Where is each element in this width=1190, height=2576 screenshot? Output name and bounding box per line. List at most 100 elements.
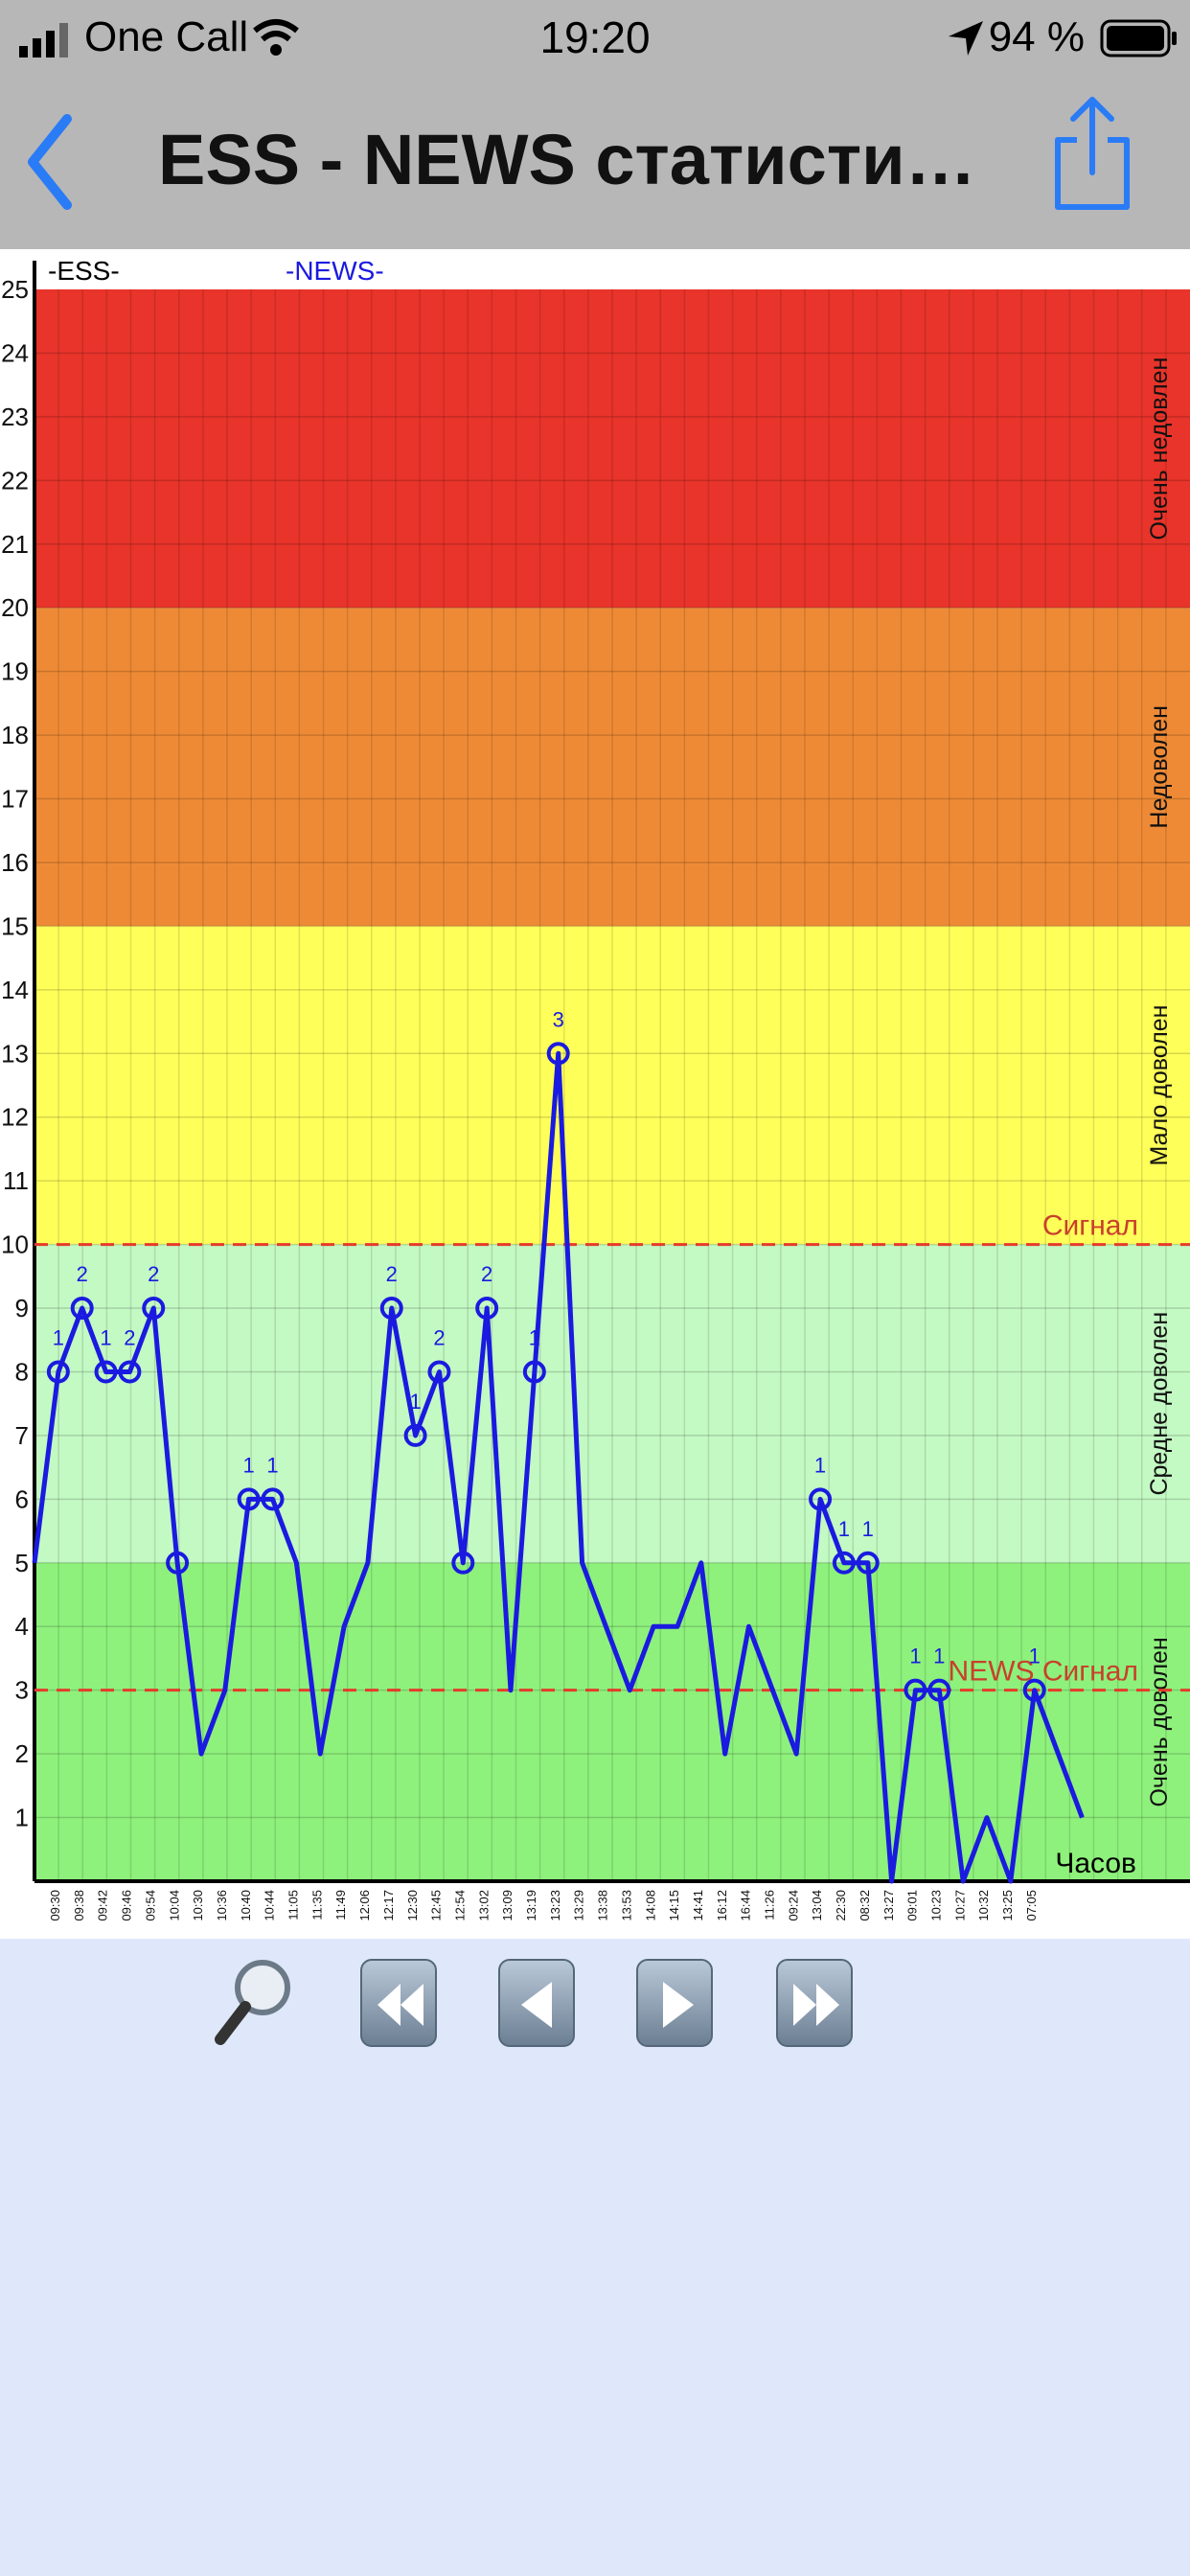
x-tick-label: 10:23 — [928, 1890, 943, 1921]
y-tick-label: 18 — [1, 721, 29, 749]
location-arrow-icon — [949, 21, 983, 56]
band-label-2: Мало доволен — [1146, 1005, 1173, 1166]
y-tick-label: 24 — [1, 338, 29, 367]
x-tick-label: 14:15 — [667, 1890, 681, 1921]
y-tick-label: 12 — [1, 1103, 29, 1132]
data-label: 1 — [409, 1390, 421, 1414]
fast-rewind-button[interactable] — [360, 1959, 437, 2047]
x-tick-label: 09:46 — [120, 1890, 134, 1921]
y-tick-label: 3 — [15, 1676, 29, 1705]
next-icon — [663, 1982, 694, 2028]
ess-news-chart[interactable]: Очень недовлен Недоволен Мало доволен Средн… — [0, 249, 1190, 1939]
fast-forward-button[interactable] — [776, 1959, 853, 2047]
y-tick-label: 9 — [15, 1294, 29, 1322]
band-4 — [34, 1562, 1190, 1881]
x-tick-label: 10:36 — [215, 1890, 229, 1921]
y-tick-label: 15 — [1, 911, 29, 940]
data-point-marker — [70, 1297, 94, 1321]
x-tick-label: 11:05 — [286, 1890, 301, 1920]
status-bar: One Call 19:20 94 % — [0, 0, 1190, 80]
band-label-4: Очень доволен — [1146, 1637, 1173, 1806]
data-point-marker — [118, 1360, 142, 1384]
x-tick-label: 11:35 — [309, 1890, 324, 1920]
share-icon[interactable] — [1052, 94, 1133, 213]
y-tick-label: 20 — [1, 593, 29, 622]
data-point-marker — [94, 1360, 118, 1384]
data-label: 2 — [386, 1262, 398, 1286]
y-tick-label: 7 — [15, 1421, 29, 1450]
x-tick-label: 13:09 — [500, 1890, 515, 1921]
data-label: 1 — [1029, 1644, 1041, 1668]
data-label: 1 — [814, 1453, 826, 1477]
y-tick-label: 6 — [15, 1484, 29, 1513]
data-label: 2 — [433, 1325, 445, 1349]
data-point-marker — [427, 1360, 451, 1384]
x-tick-label: 14:41 — [691, 1890, 705, 1921]
x-tick-label: 13:19 — [524, 1890, 538, 1921]
x-tick-label: 12:30 — [405, 1890, 420, 1921]
data-point-marker — [379, 1297, 403, 1321]
y-tick-label: 8 — [15, 1357, 29, 1386]
data-point-marker — [832, 1551, 856, 1575]
magnifier-icon[interactable] — [213, 1955, 295, 2051]
data-label: 1 — [529, 1325, 540, 1349]
x-tick-label: 09:30 — [48, 1890, 62, 1921]
data-label: 2 — [77, 1262, 88, 1286]
x-tick-label: 08:32 — [858, 1890, 872, 1921]
x-tick-label: 12:45 — [429, 1890, 444, 1921]
threshold-label-1: NEWS Сигнал — [949, 1656, 1138, 1688]
data-label: 2 — [148, 1262, 159, 1286]
data-point-marker — [927, 1678, 951, 1702]
data-label: 2 — [481, 1262, 492, 1286]
chart-toolbar — [0, 1945, 1190, 2060]
data-point-marker — [522, 1360, 546, 1384]
data-label: 1 — [266, 1453, 278, 1477]
chart-area[interactable]: Очень недовлен Недоволен Мало доволен Средн… — [0, 249, 1190, 1939]
legend-ess: -ESS- — [48, 256, 120, 286]
data-label: 2 — [124, 1325, 135, 1349]
data-label: 1 — [862, 1517, 874, 1541]
navigation-bar: ESS - NEWS статистика... — [0, 80, 1190, 249]
band-label-3: Средне доволен — [1146, 1312, 1173, 1496]
previous-icon — [521, 1982, 552, 2028]
x-tick-label: 09:42 — [96, 1890, 110, 1921]
x-tick-label: 10:44 — [263, 1890, 277, 1921]
carrier-label: One Call — [84, 13, 249, 60]
x-tick-label: 13:53 — [619, 1890, 633, 1921]
y-tick-label: 19 — [1, 657, 29, 686]
series-line — [32, 1050, 1085, 1884]
data-point-marker — [904, 1678, 927, 1702]
x-tick-label: 10:40 — [239, 1890, 253, 1921]
threshold-label-0: Сигнал — [1042, 1210, 1138, 1242]
x-tick-label: 13:02 — [476, 1890, 491, 1921]
y-tick-label: 14 — [1, 976, 29, 1004]
x-tick-label: 09:38 — [72, 1890, 86, 1921]
x-tick-label: 14:08 — [643, 1890, 657, 1921]
previous-button[interactable] — [498, 1959, 575, 2047]
y-tick-label: 23 — [1, 402, 29, 431]
y-tick-label: 17 — [1, 785, 29, 814]
data-label: 1 — [100, 1325, 111, 1349]
data-point-marker — [403, 1423, 427, 1447]
y-tick-label: 2 — [15, 1739, 29, 1768]
data-label: 1 — [909, 1644, 921, 1668]
y-tick-label: 13 — [1, 1039, 29, 1068]
page-title: ESS - NEWS статистика... — [158, 120, 1001, 199]
data-point-marker — [142, 1297, 166, 1321]
x-tick-label: 09:01 — [905, 1890, 920, 1921]
x-tick-label: 12:54 — [452, 1890, 467, 1921]
x-tick-label: 13:25 — [1000, 1890, 1015, 1921]
fast-rewind-icon — [378, 1984, 423, 2026]
clock-time: 19:20 — [539, 12, 651, 62]
x-tick-label: 11:49 — [333, 1890, 348, 1920]
data-point-marker — [546, 1042, 570, 1066]
x-tick-label: 13:23 — [548, 1890, 562, 1921]
y-tick-label: 11 — [3, 1166, 29, 1195]
y-tick-label: 21 — [1, 530, 29, 559]
next-button[interactable] — [636, 1959, 713, 2047]
y-tick-label: 5 — [15, 1549, 29, 1577]
y-tick-label: 25 — [1, 275, 29, 304]
back-chevron-icon[interactable] — [21, 109, 79, 215]
fast-forward-icon — [793, 1984, 839, 2026]
x-tick-label: 10:27 — [952, 1890, 967, 1921]
